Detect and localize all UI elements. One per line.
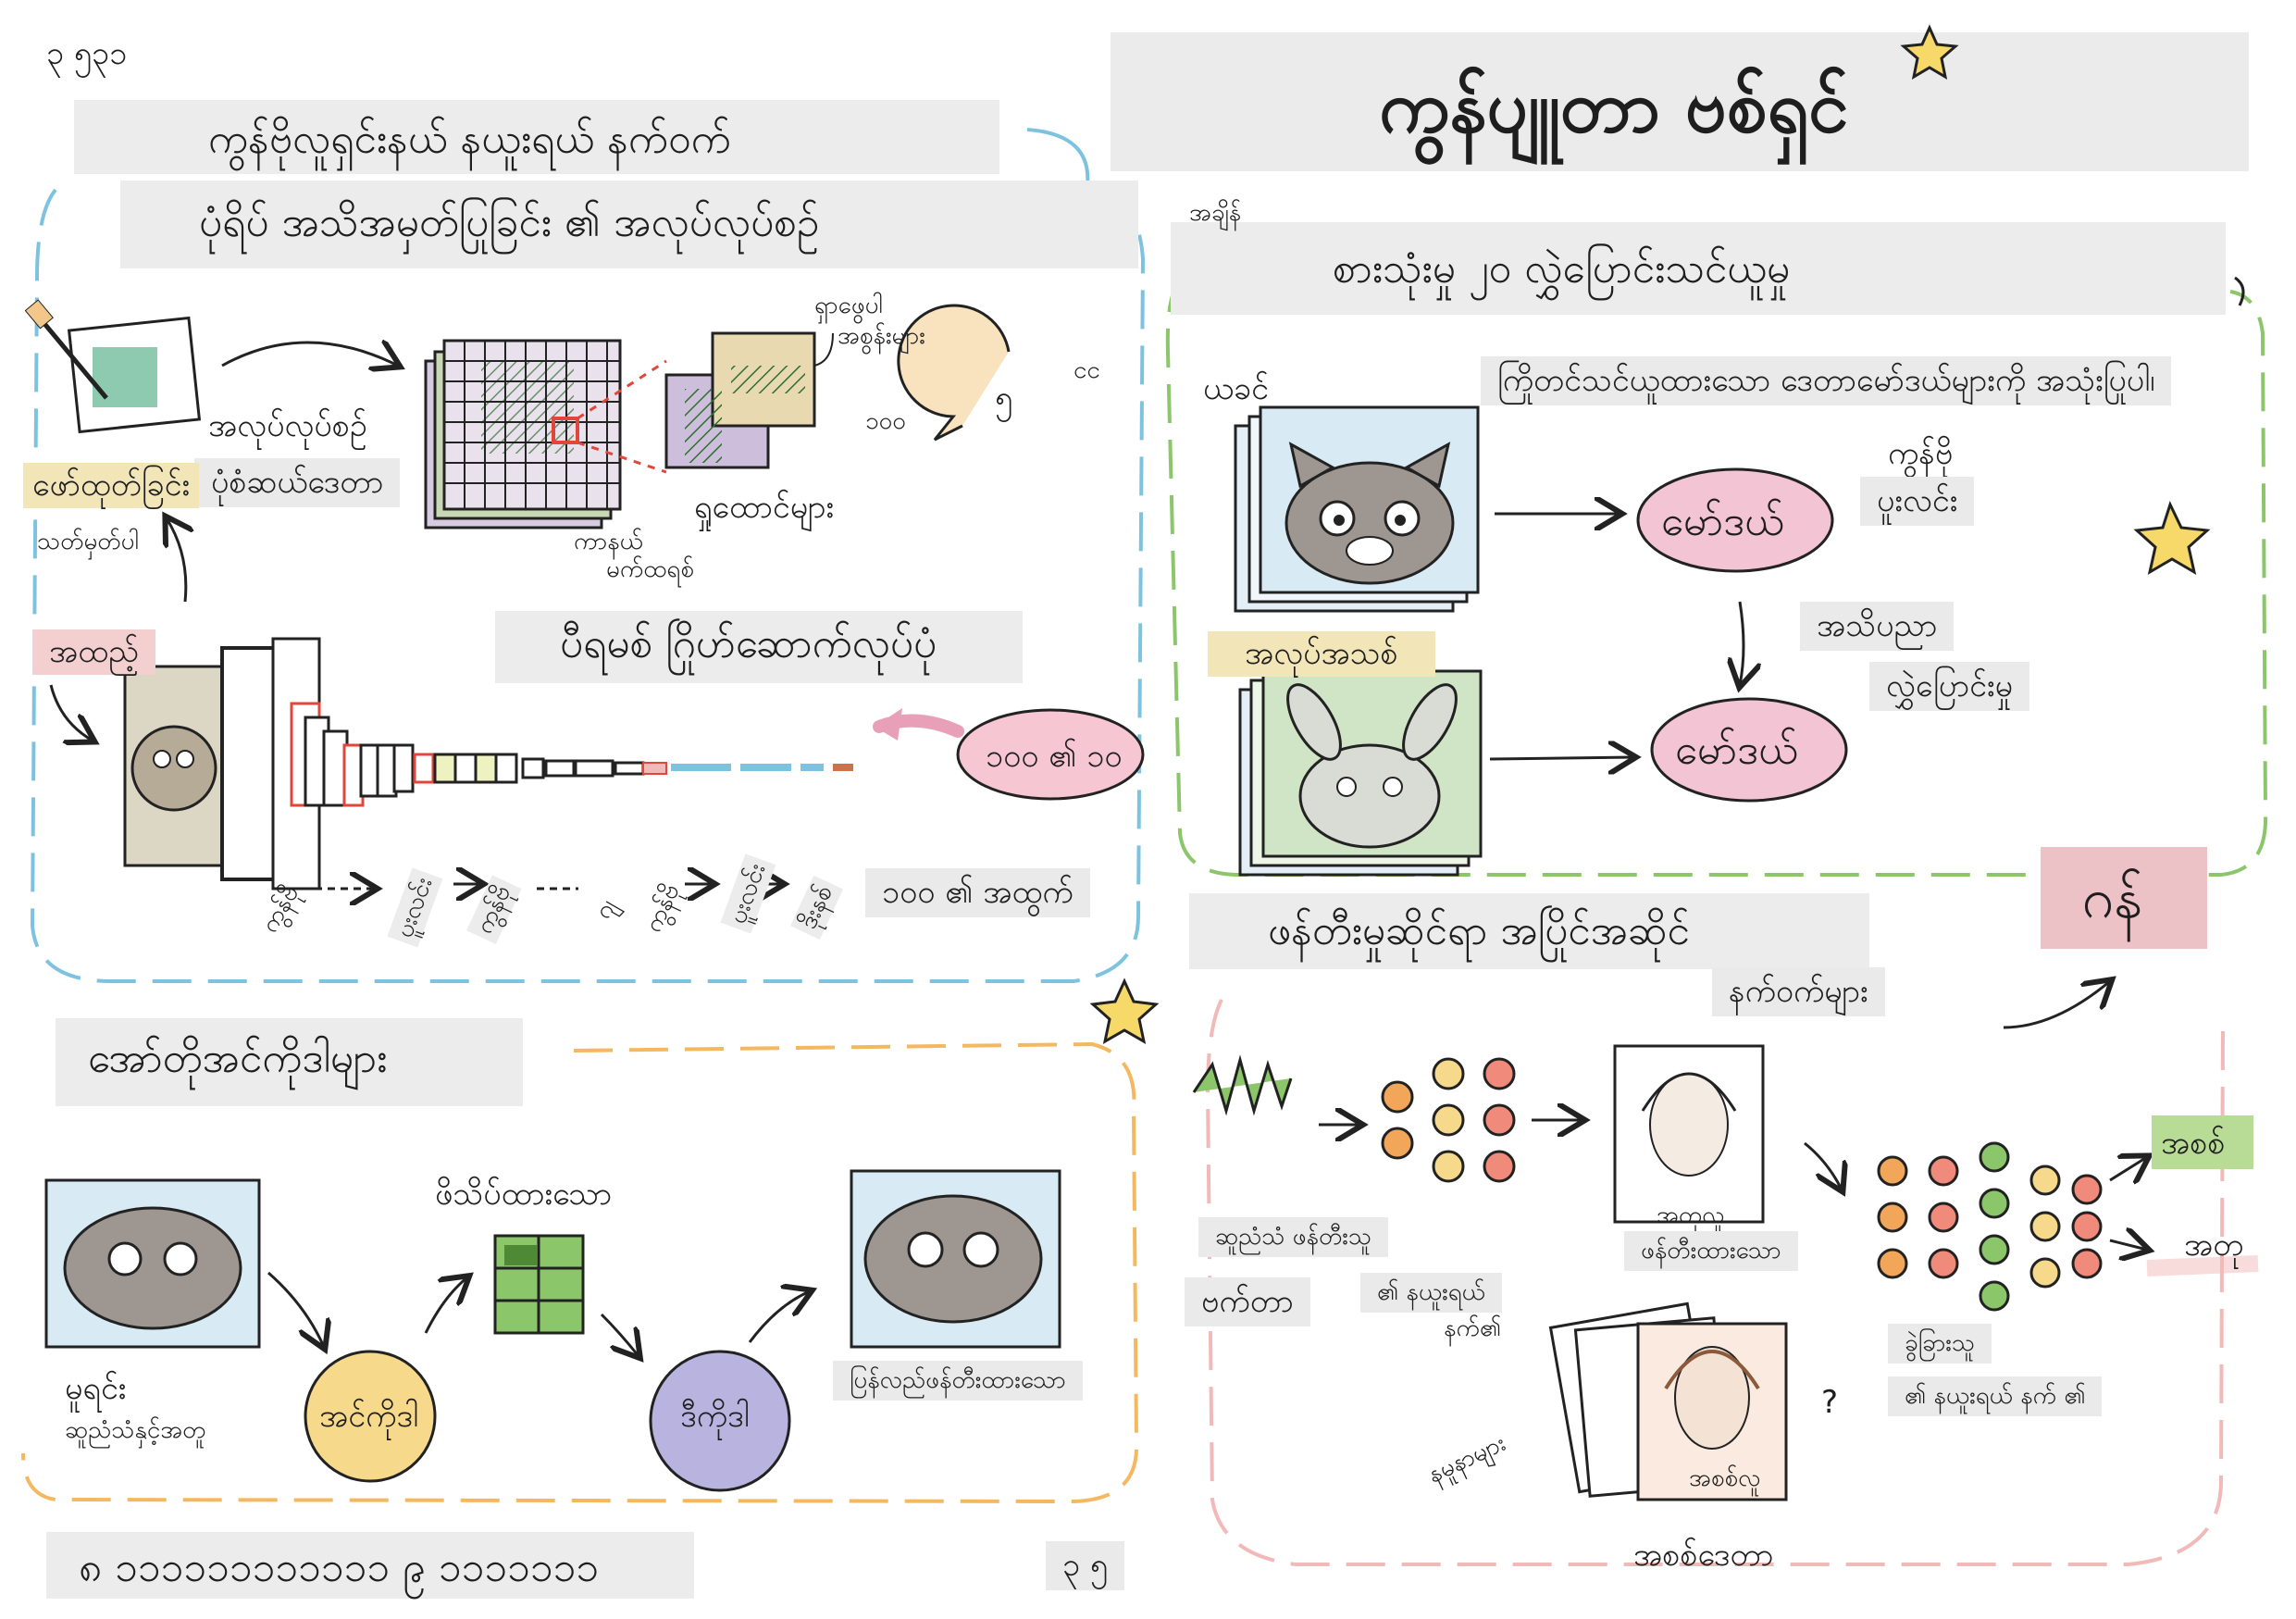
- pencil-paper-sketch: [24, 299, 202, 434]
- detect-label: ဖော်ထုတ်ခြင်း: [23, 463, 200, 508]
- original-cat-sketch: [44, 1178, 261, 1349]
- new-task-label: အလုပ်အသစ်: [1208, 631, 1435, 677]
- fake-face-sketch: [1613, 1044, 1765, 1224]
- original-sub-label: ဆူညံသံနှင့်အတူ: [65, 1416, 206, 1444]
- main-title: ကွန်ပျူတာ ဗစ်ရှင်: [1379, 66, 1849, 149]
- star-doodle-1: [2133, 500, 2211, 576]
- model-label-2: မော်ဒယ်: [1675, 727, 1798, 774]
- discriminator-nn-label: ၏ နယူးရယ် နက် ၏: [1888, 1376, 2103, 1417]
- gan-title-2: နက်ဝက်များ: [1712, 967, 1885, 1016]
- cnn-layers-sketch: [123, 637, 853, 890]
- output-blob: [956, 708, 1145, 801]
- fake-output-label: အတု: [2184, 1227, 2244, 1264]
- transfer-label: လွှဲပြောင်းမှု: [1869, 662, 2029, 711]
- gan-title: ဖန်တီးမှုဆိုင်ရာ အပြိုင်အဆိုင်: [1268, 907, 1690, 954]
- pyramid-label: ပီရမစ် ဂြိုဟ်ဆောက်လုပ်ပုံ: [560, 620, 937, 667]
- vector-label: ဗက်တာ: [1185, 1277, 1310, 1326]
- real-data-label: အစစ်ဒေတာ: [1633, 1537, 1774, 1574]
- cat-photo-sketch: [1234, 405, 1480, 613]
- model-blob-2: [1650, 697, 1848, 803]
- rabbit-photo-sketch: [1238, 669, 1483, 877]
- noise-scribble: [1192, 1054, 1293, 1116]
- footer-left-note: ၈ ၁၁၁၁၁၁၁၁၁၁၁၁ ၉ ၁၁၁၁၁၁၁: [79, 1544, 600, 1591]
- output-bubble-text: ၁၀၀ ၏ ၁၀: [986, 738, 1123, 775]
- cnn-note-2: ပူးလင်း: [1860, 477, 1975, 526]
- real-output-label: အစစ်: [2161, 1125, 2226, 1162]
- decoder-label: ဒီကိုဒါ: [680, 1398, 750, 1435]
- preprocess-label: ပုံစံဆယ်ဒေတာ: [194, 458, 401, 507]
- grid-label-top: ရှာဖွေပါ: [814, 292, 883, 319]
- corner-note: ၃ ၅၃၁: [46, 35, 128, 72]
- trained-label: ယခင်: [1203, 370, 1269, 407]
- nn-label-2: နက်၏: [1444, 1314, 1502, 1342]
- small-tag: ၁၀၀: [865, 407, 906, 435]
- time-label: အချိန်: [1189, 199, 1242, 227]
- features-label: ရှုထောင်များ: [694, 489, 835, 526]
- real-caption: အစစ်လူ: [1689, 1464, 1761, 1492]
- encoder-label: အင်ကိုဒါ: [319, 1398, 418, 1435]
- reconstructed-cat-sketch: [850, 1169, 1061, 1349]
- transfer-title: စားသုံးမှု ၂၀ လွှဲပြောင်းသင်ယူမှု: [1333, 245, 1791, 293]
- star-doodle-2: [1089, 978, 1160, 1044]
- question-mark: ?: [1821, 1384, 1839, 1421]
- kernel-label: ကာနယ်: [574, 528, 643, 555]
- generator-network: [1381, 1057, 1516, 1183]
- decoder-circle: [649, 1350, 791, 1492]
- cnn-note-1: ကွန်ဗို: [1888, 435, 1954, 472]
- fake-caption: အတုလူ: [1657, 1202, 1725, 1229]
- original-label: မူရင်း: [65, 1370, 127, 1407]
- auto-section-border: [21, 1041, 1139, 1504]
- transfer-section-border: [1165, 276, 2268, 877]
- cnn-subtitle: ပုံရိပ် အသိအမှတ်ပြုခြင်း ၏ အလုပ်လုပ်စဉ်: [199, 199, 820, 246]
- grid-label-top2: အစွန်းများ: [838, 322, 925, 350]
- compressed-grid-sketch: [493, 1234, 585, 1335]
- generator-label: ဆူညံသံ ဖန်တီးသူ: [1198, 1217, 1389, 1258]
- model-label-1: မော်ဒယ်: [1661, 498, 1784, 545]
- footer-right-note: ၃ ၅: [1046, 1541, 1125, 1590]
- output-label: ၁၀၀ ၏ အထွက်: [865, 868, 1090, 917]
- model-blob-1: [1636, 467, 1834, 573]
- autoencoder-title: အော်တိုအင်ကိုဒါများ: [88, 1035, 388, 1082]
- gan-tag-bg: [2041, 847, 2207, 949]
- feature-maps-sketch: [664, 331, 816, 469]
- real-faces-sketch: [1548, 1301, 1788, 1501]
- transfer-description: ကြိုတင်သင်ယူထားသော ဒေတာမော်ဒယ်များကို အသ…: [1481, 356, 2172, 405]
- blue-top-curve: [1026, 128, 1090, 186]
- image-grid-sketch: [424, 339, 622, 529]
- reconstructed-label: ပြန်လည်ဖန်တီးထားသော: [833, 1361, 1083, 1401]
- compressed-label: ဖိသိပ်ထားသော: [435, 1176, 613, 1213]
- knowledge-label: အသိပညာ: [1800, 602, 1955, 651]
- nn-label: ၏ နယူးရယ်: [1360, 1273, 1502, 1314]
- side-marks: ငင: [1074, 356, 1100, 384]
- generated-label: ဖန်တီးထားသော: [1624, 1231, 1798, 1272]
- mark-label: သတ်မှတ်ပါ: [37, 528, 139, 555]
- input-label: အထည့်: [32, 629, 155, 675]
- gan-label: ဂန်: [2082, 866, 2143, 931]
- kernel-label2: မက်ထရစ်: [606, 555, 694, 583]
- speech-digit: ၅: [995, 380, 1013, 417]
- main-title-banner: [1111, 32, 2249, 171]
- process-label: အလုပ်လုပ်စဉ်: [208, 407, 367, 444]
- gan-section-border: [1205, 999, 2225, 1566]
- encoder-circle: [304, 1350, 437, 1483]
- discriminator-network: [1877, 1141, 2103, 1312]
- speech-bubble: [897, 304, 1011, 442]
- cnn-section-border: [30, 183, 1146, 983]
- real-out-bg: [2152, 1115, 2253, 1169]
- cnn-title: ကွန်ဗိုလူရှင်းနယ် နယူးရယ် နက်ဝက်: [208, 116, 731, 163]
- discriminator-label: ခွဲခြားသူ: [1888, 1324, 1992, 1364]
